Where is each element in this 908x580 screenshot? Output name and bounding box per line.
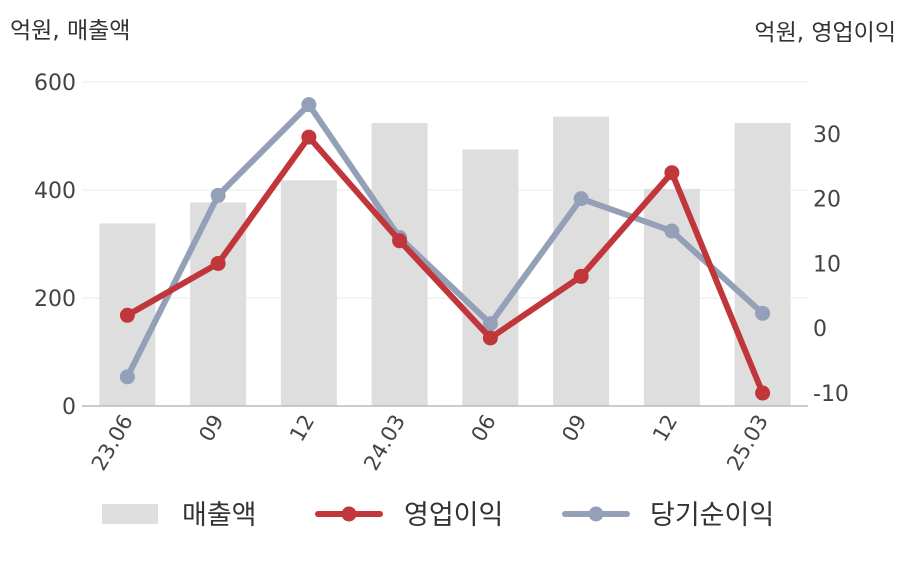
data-point (210, 255, 226, 271)
data-point (755, 385, 771, 401)
left-tick-label: 0 (62, 395, 76, 420)
right-axis-title: 억원, 영업이익 (754, 20, 896, 46)
data-point (301, 129, 317, 145)
data-point (482, 330, 498, 346)
x-axis-ticks: 23.06 09 12 24.03 06 09 12 25.03 (87, 411, 773, 475)
legend-label: 영업이익 (404, 500, 503, 531)
data-point (301, 97, 317, 113)
x-tick-label: 24.03 (359, 411, 410, 475)
x-tick-label: 12 (648, 411, 682, 446)
data-point (664, 223, 680, 239)
right-tick-label: 10 (813, 252, 841, 277)
legend-label: 당기순이익 (650, 500, 774, 531)
bar-series (99, 116, 791, 406)
left-axis-ticks: 0 200 400 600 (34, 71, 76, 420)
data-point (210, 187, 226, 203)
line-series (119, 97, 771, 401)
left-axis-title: 억원, 매출액 (10, 18, 130, 44)
legend: 매출액 영업이익 당기순이익 (102, 500, 774, 531)
right-axis-ticks: -10 0 10 20 30 (813, 123, 849, 407)
bar (734, 123, 791, 406)
data-point (119, 369, 135, 385)
legend-label: 매출액 (182, 500, 257, 531)
data-point (392, 233, 408, 249)
series-line (124, 134, 766, 397)
right-tick-label: 20 (813, 188, 841, 213)
right-tick-label: 30 (813, 123, 841, 148)
legend-marker (588, 506, 604, 522)
x-tick-label: 23.06 (87, 411, 138, 475)
data-point (664, 165, 680, 181)
x-tick-label: 25.03 (722, 411, 773, 475)
data-point (482, 316, 498, 332)
right-tick-label: -10 (813, 382, 849, 407)
legend-swatch (102, 504, 158, 524)
left-tick-label: 400 (34, 179, 76, 204)
bar (280, 180, 337, 406)
legend-marker (341, 506, 357, 522)
x-tick-label: 09 (557, 411, 591, 446)
data-point (573, 191, 589, 207)
x-tick-label: 09 (194, 411, 228, 446)
right-tick-label: 0 (813, 317, 827, 342)
x-tick-label: 06 (467, 411, 501, 446)
left-tick-label: 600 (34, 71, 76, 96)
bar (553, 116, 610, 406)
series-line (124, 101, 766, 380)
data-point (119, 307, 135, 323)
left-tick-label: 200 (34, 287, 76, 312)
data-point (755, 305, 771, 321)
bar (462, 149, 519, 406)
x-tick-label: 12 (285, 411, 319, 446)
data-point (573, 268, 589, 284)
